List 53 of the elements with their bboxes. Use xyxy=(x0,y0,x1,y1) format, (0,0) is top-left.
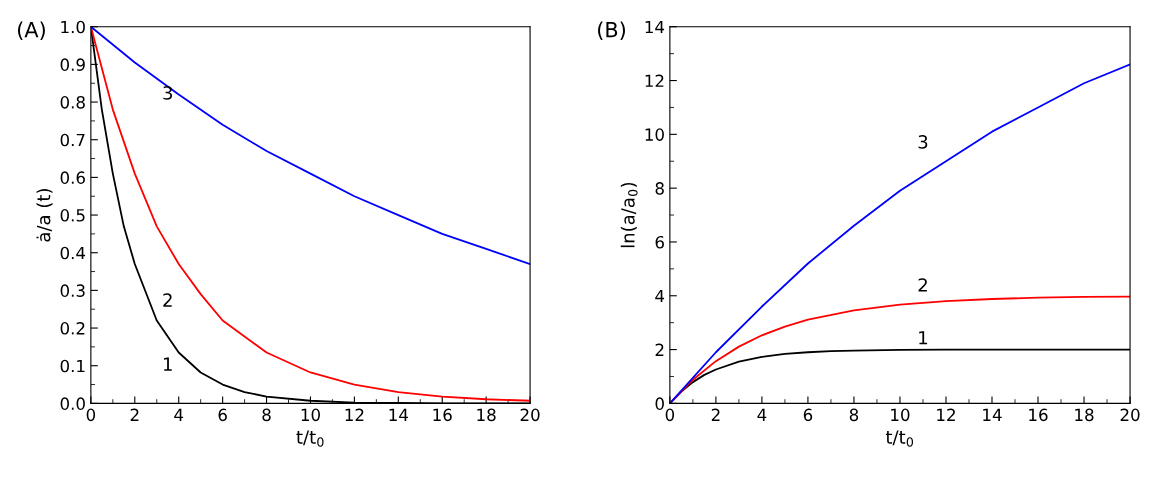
x-axis-title: t/t$_{0}$ xyxy=(296,430,324,447)
y-tick-label: 0.8 xyxy=(60,96,85,109)
x-tick-label: 0 xyxy=(86,408,96,422)
x-tick-label: 18 xyxy=(477,408,496,422)
y-tick-label: 0.5 xyxy=(60,209,85,222)
annotation: 1 xyxy=(919,331,928,345)
y-tick-label: 10 xyxy=(645,128,664,141)
annotation: 3 xyxy=(918,135,928,149)
x-tick-label: 16 xyxy=(1029,408,1048,422)
y-tick-label: 1.0 xyxy=(61,20,85,34)
x-tick-label: 16 xyxy=(433,408,452,422)
x-tick-label: 12 xyxy=(345,408,364,421)
y-tick-label: 0.2 xyxy=(60,322,85,335)
x-tick-label: 20 xyxy=(520,408,540,422)
x-tick-label: 10 xyxy=(891,408,910,422)
annotation: 2 xyxy=(918,278,927,292)
y-tick-label: 12 xyxy=(645,74,664,87)
x-tick-label: 18 xyxy=(1075,408,1094,422)
y-tick-label: 4 xyxy=(655,289,665,303)
x-tick-label: 12 xyxy=(937,408,955,421)
y-axis-title: ȧ/a (t) xyxy=(36,189,53,242)
y-tick-label: 0.9 xyxy=(60,58,85,71)
y-tick-label: 8 xyxy=(655,182,664,195)
x-tick-label: 14 xyxy=(983,408,1002,421)
x-tick-label: 6 xyxy=(218,408,227,422)
x-tick-label: 8 xyxy=(262,408,271,422)
y-tick-label: 0.7 xyxy=(60,133,85,147)
y-tick-label: 0.0 xyxy=(60,397,85,410)
x-tick-label: 0 xyxy=(665,408,675,422)
y-tick-label: 0.4 xyxy=(60,246,86,260)
y-axis-title: ln(a/a$_{0}$) xyxy=(620,182,638,248)
y-tick-label: 6 xyxy=(655,235,664,249)
x-tick-label: 10 xyxy=(301,408,320,422)
x-tick-label: 20 xyxy=(1120,408,1140,422)
x-tick-label: 2 xyxy=(130,408,139,421)
chart-title: (B) xyxy=(598,21,626,40)
y-tick-label: 0.6 xyxy=(60,171,85,184)
x-tick-label: 2 xyxy=(711,408,720,421)
annotation: 1 xyxy=(163,357,172,371)
annotation: 2 xyxy=(163,293,172,307)
y-tick-label: 14 xyxy=(645,20,665,34)
x-tick-label: 8 xyxy=(849,408,859,422)
y-tick-label: 0.1 xyxy=(60,359,85,373)
x-tick-label: 4 xyxy=(174,408,184,421)
x-tick-label: 4 xyxy=(757,408,767,421)
y-tick-label: 0.3 xyxy=(60,284,85,297)
annotation: 3 xyxy=(163,86,173,100)
chart-title: (A) xyxy=(18,21,45,40)
y-tick-label: 0 xyxy=(655,397,664,410)
x-tick-label: 14 xyxy=(389,408,408,421)
y-tick-label: 2 xyxy=(655,343,664,356)
x-axis-title: t/t$_{0}$ xyxy=(885,430,914,447)
x-tick-label: 6 xyxy=(803,408,813,422)
